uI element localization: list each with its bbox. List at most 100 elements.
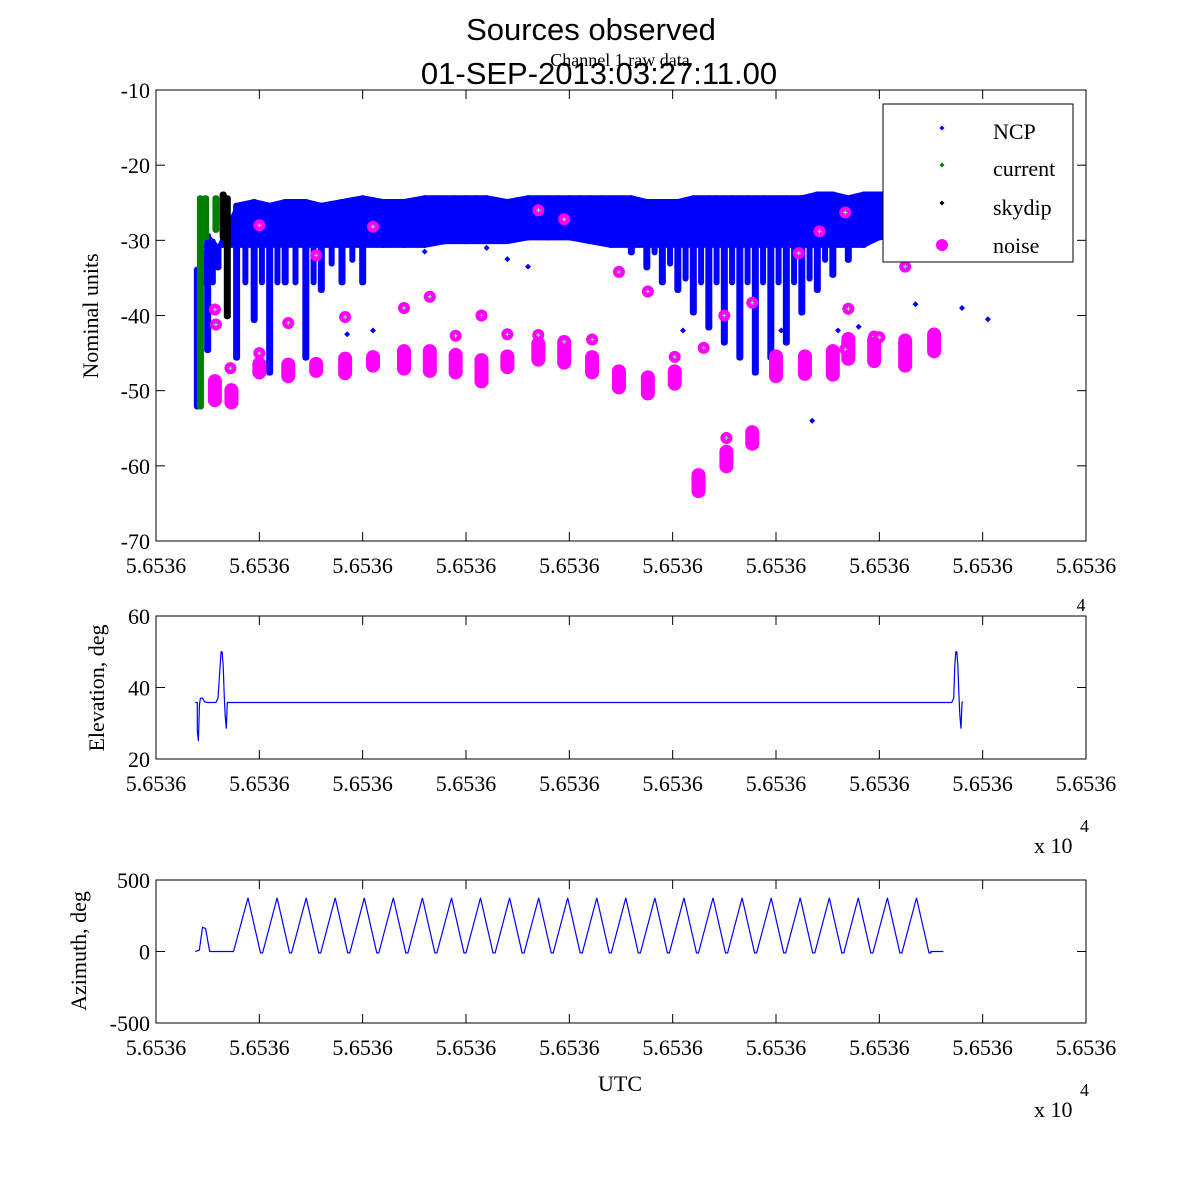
ncp-spike	[775, 195, 782, 286]
noise-cluster	[898, 333, 913, 373]
noise-marker-center	[505, 332, 510, 337]
ncp-spike	[586, 195, 594, 245]
noise-marker-center	[796, 251, 801, 256]
raw-data-xtick-label: 5.6536	[952, 553, 1013, 578]
noise-cluster	[927, 327, 942, 359]
azimuth-ylabel: Azimuth, deg	[66, 891, 91, 1011]
ncp-point	[912, 301, 919, 308]
noise-marker-center	[343, 315, 348, 320]
elevation-ytick-label: 40	[128, 676, 150, 701]
noise-point	[899, 260, 912, 273]
legend-label-skydip: skydip	[993, 195, 1052, 220]
noise-marker-center	[750, 300, 755, 305]
ncp-spike	[720, 195, 728, 346]
elevation-axes: 5.6536 5.6536 5.6536 5.6536 5.6536 5.6536 5.65…	[84, 595, 1116, 858]
noise-marker-center	[903, 264, 908, 269]
noise-cluster	[309, 356, 324, 378]
ncp-spike	[682, 197, 689, 282]
ncp-spike	[667, 198, 674, 267]
raw-data-axes: 5.6536 5.6536 5.6536 5.6536 5.6536 5.6536 5.65…	[78, 78, 1116, 578]
ncp-spike	[736, 195, 744, 361]
skydip-band	[223, 195, 231, 320]
legend: NCP current skydip noise	[882, 103, 1074, 263]
ncp-spike	[400, 198, 408, 248]
raw-data-ytick-label: -10	[121, 78, 150, 103]
noise-cluster	[719, 444, 734, 474]
azimuth-xtick-label: 5.6536	[436, 1035, 497, 1060]
raw-data-xtick-label: 5.6536	[1056, 553, 1117, 578]
ncp-spike	[317, 202, 325, 293]
ncp-spike	[379, 198, 387, 248]
raw-data-xtick-label: 5.6536	[229, 553, 290, 578]
noise-marker-center	[616, 269, 621, 274]
noise-marker-center	[371, 224, 375, 229]
elevation-ylabel: Elevation, deg	[84, 624, 109, 751]
noise-point	[532, 329, 545, 342]
ncp-point	[835, 327, 841, 334]
elevation-plot-area	[195, 651, 964, 742]
ncp-spike	[524, 195, 532, 241]
ncp-spike	[556, 195, 562, 218]
raw-data-ticks: 5.6536 5.6536 5.6536 5.6536 5.6536 5.6536 5.65…	[121, 78, 1117, 578]
azimuth-line	[195, 897, 944, 954]
figure-title-line2: 01-SEP-2013:03:27:11.00	[421, 56, 777, 91]
noise-cluster	[397, 344, 411, 376]
noise-cluster	[667, 364, 682, 391]
noise-point	[586, 333, 599, 346]
ncp-point	[344, 331, 351, 338]
ncp-spike	[359, 195, 367, 286]
noise-point	[839, 206, 852, 219]
azimuth-xtick-label: 5.6536	[1056, 1035, 1117, 1060]
ncp-spike	[729, 195, 736, 286]
noise-cluster	[797, 349, 812, 381]
ncp-point	[370, 327, 376, 334]
noise-cluster	[252, 356, 267, 380]
ncp-spike	[705, 195, 713, 331]
ncp-spike	[545, 195, 553, 241]
azimuth-xtick-label: 5.6536	[229, 1035, 290, 1060]
noise-point	[209, 318, 222, 331]
ncp-point	[483, 244, 490, 251]
raw-data-ytick-label: -70	[121, 529, 150, 554]
noise-point	[873, 331, 886, 344]
noise-marker-center	[212, 307, 217, 312]
noise-marker-center	[286, 321, 291, 326]
noise-point	[612, 265, 625, 278]
ncp-spike	[760, 195, 767, 286]
noise-cluster	[745, 425, 760, 451]
noise-point	[310, 249, 323, 262]
ncp-spike	[370, 197, 376, 245]
ncp-spike	[829, 191, 837, 278]
ncp-spike	[658, 198, 666, 286]
noise-cluster	[338, 351, 353, 381]
ncp-spike	[822, 191, 829, 263]
noise-marker-center	[257, 223, 262, 228]
legend-item-skydip: skydip	[939, 195, 1052, 220]
raw-data-ytick-label: -50	[121, 379, 150, 404]
noise-cluster	[224, 383, 239, 410]
noise-cluster	[366, 350, 380, 373]
elevation-xtick-label: 5.6536	[952, 771, 1013, 796]
elevation-xtick-label: 5.6536	[642, 771, 703, 796]
noise-marker-center	[843, 210, 848, 215]
noise-cluster	[281, 357, 296, 384]
noise-point	[839, 343, 852, 356]
noise-marker-center	[877, 335, 882, 340]
noise-marker-center	[701, 345, 706, 350]
noise-point	[668, 350, 681, 363]
noise-cluster	[585, 350, 600, 380]
elevation-x-multiplier-exponent: 4	[1080, 816, 1089, 836]
noise-point	[558, 213, 571, 226]
noise-marker-center	[562, 339, 567, 344]
ncp-spike	[651, 198, 658, 256]
ncp-spike	[751, 195, 759, 376]
noise-point	[339, 311, 352, 324]
noise-marker-center	[479, 313, 484, 318]
ncp-point	[984, 316, 991, 323]
ncp-spike	[868, 191, 875, 222]
noise-marker-center	[645, 289, 650, 294]
ncp-spike	[503, 198, 511, 241]
azimuth-ytick-label: -500	[110, 1011, 150, 1036]
noise-marker-center	[314, 253, 319, 258]
